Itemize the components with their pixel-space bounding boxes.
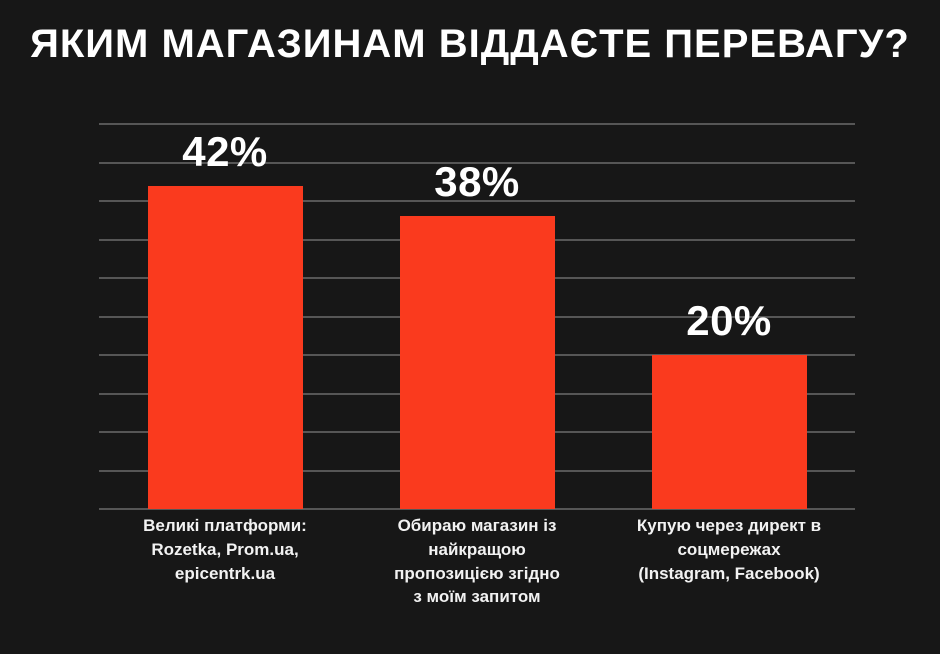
bar: [651, 355, 807, 509]
bar: [147, 185, 303, 509]
gridline: [99, 508, 855, 510]
bar-value-label: 42%: [182, 127, 268, 175]
gridline: [99, 200, 855, 202]
gridline: [99, 161, 855, 164]
bar-value-label: 20%: [686, 297, 772, 344]
category-label: Обираю магазин із найкращою пропозицією …: [394, 516, 560, 607]
gridline: [99, 123, 855, 125]
bar-column: 42%: [99, 124, 351, 509]
bar-chart-plot-area: 42% 38% 20%: [99, 123, 855, 510]
bar-column: 20%: [603, 124, 855, 509]
bar-column: 38%: [351, 124, 603, 509]
bars-row: 42% 38% 20%: [99, 124, 855, 509]
category-label: Великі платформи: Rozetka, Prom.ua, epic…: [143, 516, 307, 583]
bar: [399, 216, 555, 509]
bar-value-label: 38%: [434, 158, 520, 206]
category-label: Купую через директ в соцмережах (Instagr…: [636, 516, 822, 583]
category-labels-row: Великі платформи: Rozetka, Prom.ua, epic…: [99, 514, 855, 609]
chart-title: ЯКИМ МАГАЗИНАМ ВІДДАЄТЕ ПЕРЕВАГУ?: [30, 22, 910, 66]
